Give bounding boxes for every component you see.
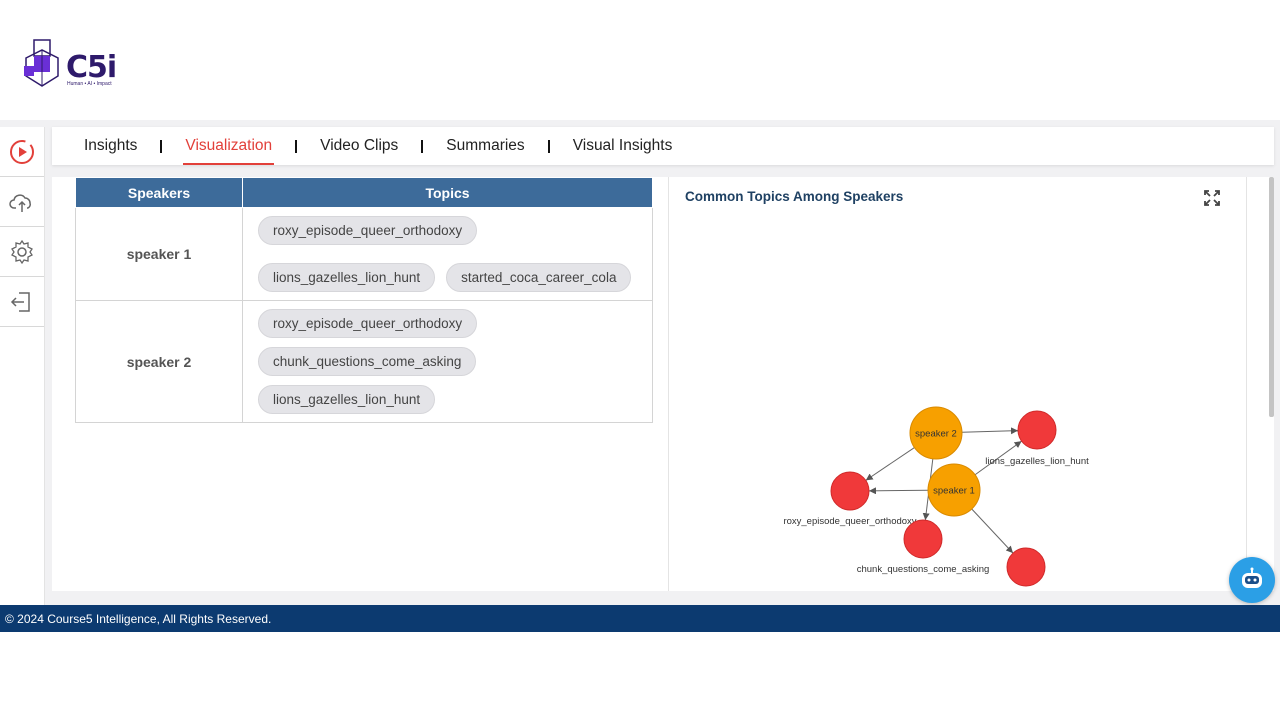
graph-edge: [974, 440, 1022, 476]
topic-node[interactable]: [1017, 410, 1057, 450]
tab-separator: [160, 139, 163, 153]
topics-cell: roxy_episode_queer_orthodoxy lions_gazel…: [242, 207, 653, 301]
brand-logo: C5i Human • AI • Impact: [20, 36, 130, 92]
fullscreen-icon[interactable]: [1203, 189, 1221, 207]
tab-insights[interactable]: Insights: [84, 137, 138, 154]
tab-summaries[interactable]: Summaries: [446, 137, 525, 154]
graph-border: [1246, 177, 1247, 591]
topic-node[interactable]: [1006, 547, 1046, 587]
sidebar-item-visualize[interactable]: [0, 127, 44, 177]
topics-cell: roxy_episode_queer_orthodoxy chunk_quest…: [242, 300, 653, 423]
logo-text: C5i: [66, 50, 117, 85]
tab-bar: Insights Visualization Video Clips Summa…: [52, 127, 1274, 165]
speaker-cell: speaker 2: [75, 300, 243, 423]
table-row: speaker 2 roxy_episode_queer_orthodoxy c…: [75, 300, 653, 423]
graph-edge: [868, 487, 929, 495]
graph-edge: [865, 447, 915, 481]
chatbot-icon: [1242, 567, 1262, 588]
tab-visual-insights[interactable]: Visual Insights: [572, 137, 673, 154]
sidebar-item-settings[interactable]: [0, 227, 44, 277]
footer-copyright: © 2024 Course5 Intelligence, All Rights …: [5, 611, 272, 626]
topic-node[interactable]: [830, 471, 870, 511]
topic-network-graph[interactable]: speaker 2 speaker 1 lions_gazelles_lion_hu…: [700, 215, 1160, 587]
column-header-topics: Topics: [242, 177, 653, 208]
topic-node[interactable]: [903, 519, 943, 559]
sidebar-item-upload[interactable]: [0, 177, 44, 227]
main-panel: Speakers Topics speaker 1 roxy_episode_q…: [52, 177, 1274, 591]
topic-node-label: roxy_episode_queer_orthodoxy: [783, 516, 916, 527]
graph-edge: [961, 427, 1019, 435]
column-header-speakers: Speakers: [75, 177, 243, 208]
topic-chip: started_coca_career_cola: [446, 263, 632, 292]
chatbot-button[interactable]: [1229, 557, 1275, 603]
speakers-topics-table: Speakers Topics speaker 1 roxy_episode_q…: [75, 177, 653, 423]
tab-visualization[interactable]: Visualization: [183, 137, 274, 165]
topic-chip: roxy_episode_queer_orthodoxy: [258, 216, 478, 245]
scrollbar[interactable]: [1269, 177, 1274, 417]
panel-divider: [668, 177, 669, 591]
footer: © 2024 Course5 Intelligence, All Rights …: [0, 605, 1280, 632]
topic-chip: lions_gazelles_lion_hunt: [258, 263, 436, 292]
table-row: speaker 1 roxy_episode_queer_orthodoxy l…: [75, 207, 653, 301]
topic-chip: roxy_episode_queer_orthodoxy: [258, 309, 478, 338]
graph-edge: [971, 508, 1014, 554]
logo-tagline: Human • AI • Impact: [67, 81, 112, 87]
speaker-node[interactable]: [927, 463, 981, 517]
topic-node-label: chunk_questions_come_asking: [857, 564, 990, 575]
tab-separator: [547, 139, 550, 153]
tab-separator: [421, 139, 424, 153]
logo-mark-icon: [24, 39, 59, 87]
speaker-node[interactable]: [909, 406, 963, 460]
tab-separator: [295, 139, 298, 153]
tab-video-clips[interactable]: Video Clips: [320, 137, 399, 154]
gear-icon: [11, 239, 33, 264]
play-circle-icon: [10, 139, 34, 164]
speaker-node-label: speaker 1: [933, 486, 975, 497]
speaker-node-label: speaker 2: [915, 429, 957, 440]
topic-chip: lions_gazelles_lion_hunt: [258, 385, 436, 414]
sidebar-item-logout[interactable]: [0, 277, 44, 327]
speaker-cell: speaker 1: [75, 207, 243, 301]
logout-icon: [10, 291, 30, 312]
topic-chip: chunk_questions_come_asking: [258, 347, 477, 376]
graph-title: Common Topics Among Speakers: [685, 189, 904, 204]
topic-node-label: lions_gazelles_lion_hunt: [985, 456, 1089, 467]
cloud-upload-icon: [9, 193, 31, 212]
sidebar: [0, 127, 45, 605]
